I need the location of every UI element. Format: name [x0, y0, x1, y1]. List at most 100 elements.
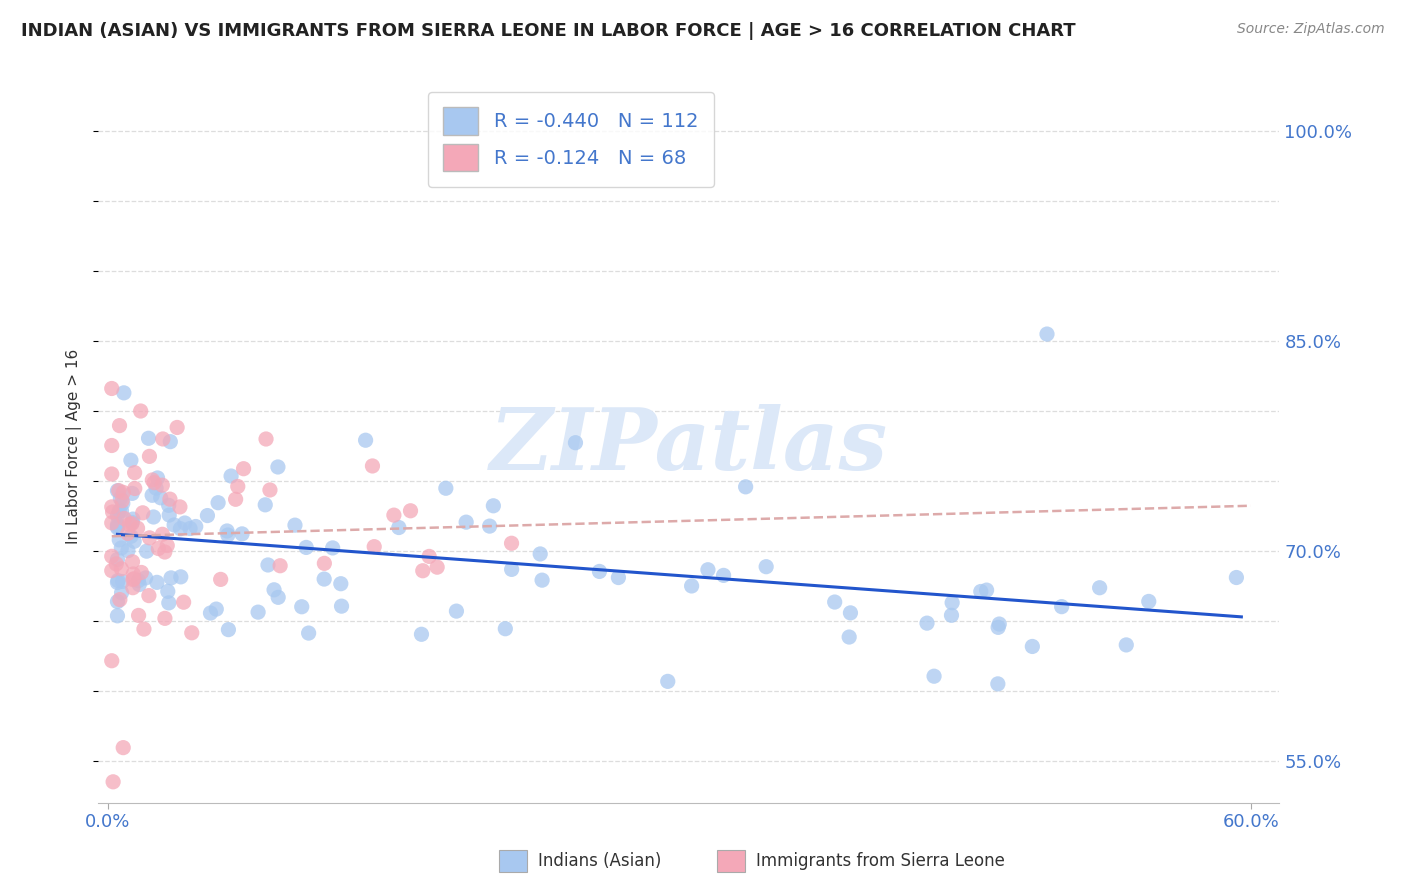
Point: [152, 432, 174, 446]
Point: [138, 431, 160, 445]
Point: [146, 575, 169, 590]
Point: [713, 568, 735, 582]
Point: [226, 479, 249, 493]
Point: [156, 584, 179, 599]
Point: [839, 606, 862, 620]
Point: [697, 563, 720, 577]
Point: [107, 608, 129, 623]
Point: [1088, 581, 1111, 595]
Point: [197, 508, 219, 523]
Point: [101, 774, 124, 789]
Point: [101, 505, 124, 519]
Point: [1137, 594, 1160, 608]
Point: [482, 499, 505, 513]
Text: INDIAN (ASIAN) VS IMMIGRANTS FROM SIERRA LEONE IN LABOR FORCE | AGE > 16 CORRELA: INDIAN (ASIAN) VS IMMIGRANTS FROM SIERRA…: [21, 22, 1076, 40]
Point: [120, 529, 142, 543]
Point: [100, 438, 122, 452]
Point: [122, 573, 145, 587]
Point: [298, 626, 321, 640]
Point: [108, 504, 131, 518]
Point: [150, 478, 173, 492]
Point: [267, 591, 290, 605]
Point: [132, 622, 155, 636]
Point: [108, 418, 131, 433]
Point: [257, 558, 280, 572]
Point: [501, 536, 523, 550]
Point: [135, 544, 157, 558]
Point: [138, 450, 160, 464]
Point: [263, 582, 285, 597]
Point: [200, 606, 222, 620]
Point: [418, 549, 440, 564]
Point: [456, 515, 478, 529]
Point: [157, 499, 180, 513]
Point: [322, 541, 344, 555]
Point: [254, 432, 277, 446]
Point: [107, 483, 129, 498]
Point: [657, 674, 679, 689]
Point: [121, 516, 143, 530]
Point: [361, 458, 384, 473]
Point: [128, 577, 150, 591]
Point: [156, 539, 179, 553]
Point: [217, 528, 239, 542]
Point: [110, 541, 132, 555]
Point: [127, 574, 149, 588]
Point: [105, 557, 128, 571]
Point: [1115, 638, 1137, 652]
Point: [354, 434, 377, 448]
Point: [329, 576, 352, 591]
Point: [131, 566, 153, 580]
Point: [426, 560, 449, 574]
Point: [184, 519, 207, 533]
Text: Immigrants from Sierra Leone: Immigrants from Sierra Leone: [756, 852, 1005, 870]
Point: [111, 493, 134, 508]
Point: [157, 596, 180, 610]
Point: [153, 611, 176, 625]
Point: [159, 492, 181, 507]
Point: [388, 520, 411, 534]
Point: [1050, 599, 1073, 614]
Point: [205, 602, 228, 616]
Point: [157, 508, 180, 522]
Point: [314, 557, 336, 571]
Point: [259, 483, 281, 497]
Point: [170, 570, 193, 584]
Point: [232, 461, 254, 475]
Point: [100, 516, 122, 530]
Legend: R = -0.440   N = 112, R = -0.124   N = 68: R = -0.440 N = 112, R = -0.124 N = 68: [427, 92, 714, 186]
Point: [100, 549, 122, 564]
Point: [215, 524, 238, 538]
Point: [100, 382, 122, 396]
Point: [117, 543, 139, 558]
Point: [970, 584, 993, 599]
Point: [107, 575, 129, 590]
Point: [121, 516, 143, 531]
Point: [987, 677, 1010, 691]
Point: [1225, 570, 1247, 584]
Point: [915, 616, 938, 631]
Point: [138, 531, 160, 545]
Point: [219, 469, 242, 483]
Point: [478, 519, 501, 533]
Point: [108, 533, 131, 547]
Y-axis label: In Labor Force | Age > 16: In Labor Force | Age > 16: [66, 349, 83, 543]
Point: [132, 506, 155, 520]
Point: [121, 581, 143, 595]
Point: [121, 512, 143, 526]
Point: [755, 559, 778, 574]
Point: [110, 562, 132, 576]
Point: [121, 555, 143, 569]
Point: [209, 573, 232, 587]
Point: [363, 540, 385, 554]
Point: [179, 521, 201, 535]
Point: [127, 521, 149, 535]
Point: [124, 466, 146, 480]
Point: [824, 595, 846, 609]
Point: [111, 574, 134, 589]
Point: [284, 518, 307, 533]
Point: [122, 534, 145, 549]
Point: [129, 404, 152, 418]
Point: [100, 500, 122, 514]
Point: [118, 517, 141, 532]
